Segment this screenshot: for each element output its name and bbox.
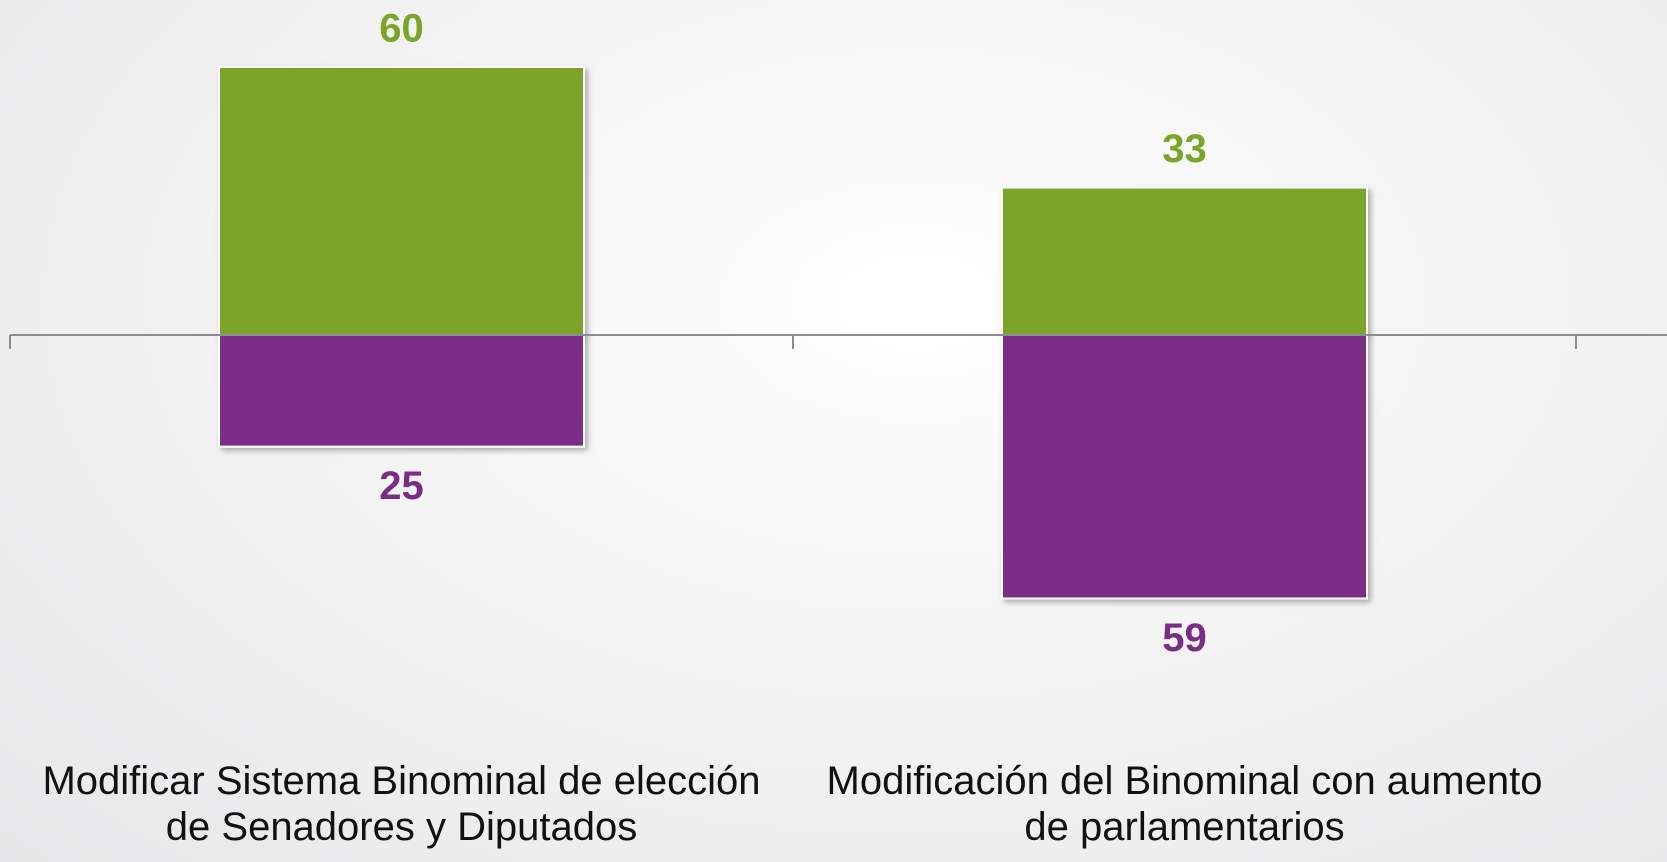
value-label: 59 (1162, 616, 1207, 660)
value-label: 33 (1162, 127, 1207, 171)
value-label: 60 (379, 7, 424, 51)
bar (218, 65, 585, 336)
bar (1001, 333, 1368, 600)
bar (1001, 186, 1368, 336)
x-tick-label: Modificar Sistema Binominal de elección … (42, 759, 761, 849)
bar (218, 333, 585, 448)
value-label: 25 (379, 464, 424, 508)
x-tick-label: Modificación del Binominal con aumento d… (826, 759, 1543, 849)
